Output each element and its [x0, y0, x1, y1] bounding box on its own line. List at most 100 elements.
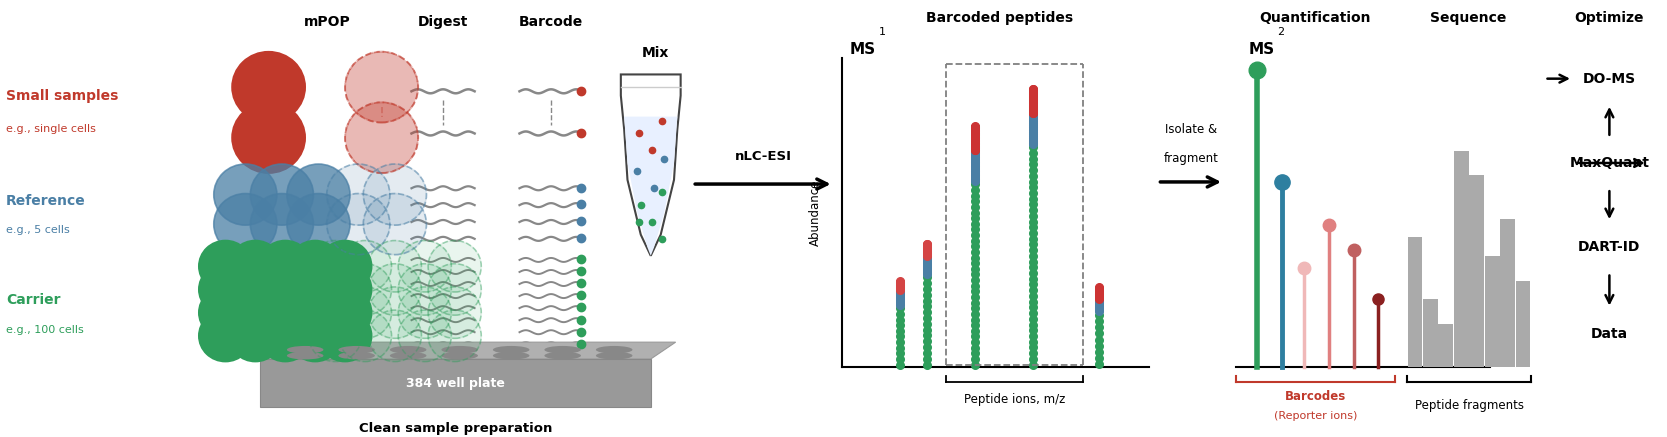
Ellipse shape: [428, 240, 482, 292]
Text: Sequence: Sequence: [1430, 10, 1507, 24]
Ellipse shape: [338, 240, 392, 292]
Text: fragment: fragment: [1164, 152, 1219, 165]
Text: DART-ID: DART-ID: [1579, 240, 1640, 254]
Ellipse shape: [318, 287, 372, 338]
Ellipse shape: [250, 194, 313, 255]
Text: Reference: Reference: [7, 194, 87, 208]
Ellipse shape: [198, 240, 252, 292]
Ellipse shape: [493, 352, 530, 360]
Ellipse shape: [288, 310, 342, 361]
Text: Data: Data: [1590, 327, 1629, 341]
Bar: [892, 281, 909, 290]
Ellipse shape: [345, 102, 418, 173]
Ellipse shape: [363, 164, 427, 225]
Ellipse shape: [345, 52, 418, 122]
Text: e.g., 5 cells: e.g., 5 cells: [7, 225, 70, 236]
Ellipse shape: [595, 352, 632, 360]
Text: Peptide ions, m/z: Peptide ions, m/z: [964, 392, 1065, 406]
Ellipse shape: [398, 240, 452, 292]
Text: Barcode: Barcode: [518, 15, 583, 29]
Bar: [967, 150, 984, 181]
Text: Peptide fragments: Peptide fragments: [1415, 399, 1524, 412]
Ellipse shape: [232, 102, 305, 173]
Ellipse shape: [545, 352, 582, 360]
Ellipse shape: [213, 194, 277, 255]
Text: (Reporter ions): (Reporter ions): [1274, 411, 1357, 421]
Ellipse shape: [493, 346, 530, 354]
Ellipse shape: [338, 287, 392, 338]
Ellipse shape: [288, 287, 342, 338]
Text: Barcodes: Barcodes: [1285, 390, 1345, 402]
Text: Mix: Mix: [642, 46, 670, 60]
Ellipse shape: [287, 164, 350, 225]
Ellipse shape: [258, 310, 312, 361]
Bar: [967, 126, 984, 150]
Text: mPOP: mPOP: [303, 15, 350, 29]
Ellipse shape: [258, 240, 312, 292]
Text: 2: 2: [1277, 27, 1284, 37]
Ellipse shape: [288, 240, 342, 292]
Ellipse shape: [308, 240, 362, 292]
Ellipse shape: [213, 164, 277, 225]
Ellipse shape: [287, 346, 323, 354]
Bar: [919, 256, 935, 274]
Bar: [892, 290, 909, 305]
Bar: [1439, 324, 1454, 368]
Bar: [1090, 312, 1107, 368]
Text: Optimize: Optimize: [1575, 10, 1644, 24]
Bar: [1090, 299, 1107, 312]
Ellipse shape: [442, 346, 478, 354]
Ellipse shape: [327, 164, 390, 225]
Ellipse shape: [228, 310, 282, 361]
Bar: [1424, 299, 1439, 368]
Ellipse shape: [428, 264, 482, 315]
Text: Carrier: Carrier: [7, 293, 60, 307]
Bar: [1090, 287, 1107, 299]
Text: Isolate &: Isolate &: [1165, 123, 1217, 136]
Ellipse shape: [363, 194, 427, 255]
Ellipse shape: [198, 264, 252, 315]
Ellipse shape: [250, 164, 313, 225]
Bar: [1454, 150, 1469, 368]
Ellipse shape: [318, 264, 372, 315]
Ellipse shape: [398, 310, 452, 361]
Bar: [919, 274, 935, 368]
Ellipse shape: [327, 194, 390, 255]
Text: MaxQuant: MaxQuant: [1569, 156, 1649, 170]
Ellipse shape: [398, 264, 452, 315]
Bar: [1407, 237, 1422, 368]
Ellipse shape: [288, 264, 342, 315]
Bar: [919, 243, 935, 256]
Ellipse shape: [308, 287, 362, 338]
Ellipse shape: [198, 310, 252, 361]
Ellipse shape: [368, 310, 422, 361]
Text: Clean sample preparation: Clean sample preparation: [358, 422, 552, 435]
Text: Barcoded peptides: Barcoded peptides: [927, 10, 1074, 24]
Text: Small samples: Small samples: [7, 89, 118, 103]
Bar: [1025, 89, 1042, 113]
Bar: [1500, 218, 1515, 368]
Ellipse shape: [428, 310, 482, 361]
Text: MS: MS: [850, 42, 877, 57]
Ellipse shape: [338, 346, 375, 354]
Bar: [1515, 281, 1530, 368]
Ellipse shape: [442, 352, 478, 360]
Text: DO-MS: DO-MS: [1584, 72, 1635, 86]
Ellipse shape: [368, 264, 422, 315]
Ellipse shape: [318, 310, 372, 361]
Text: MS: MS: [1249, 42, 1275, 57]
Ellipse shape: [308, 310, 362, 361]
Ellipse shape: [595, 346, 632, 354]
Text: 1: 1: [879, 27, 885, 37]
Ellipse shape: [228, 240, 282, 292]
Ellipse shape: [428, 287, 482, 338]
Text: Digest: Digest: [418, 15, 468, 29]
Bar: [1469, 175, 1484, 368]
Ellipse shape: [368, 240, 422, 292]
Ellipse shape: [287, 352, 323, 360]
Ellipse shape: [545, 346, 582, 354]
Text: 384 well plate: 384 well plate: [407, 377, 505, 390]
Ellipse shape: [258, 287, 312, 338]
Ellipse shape: [318, 240, 372, 292]
Ellipse shape: [258, 264, 312, 315]
